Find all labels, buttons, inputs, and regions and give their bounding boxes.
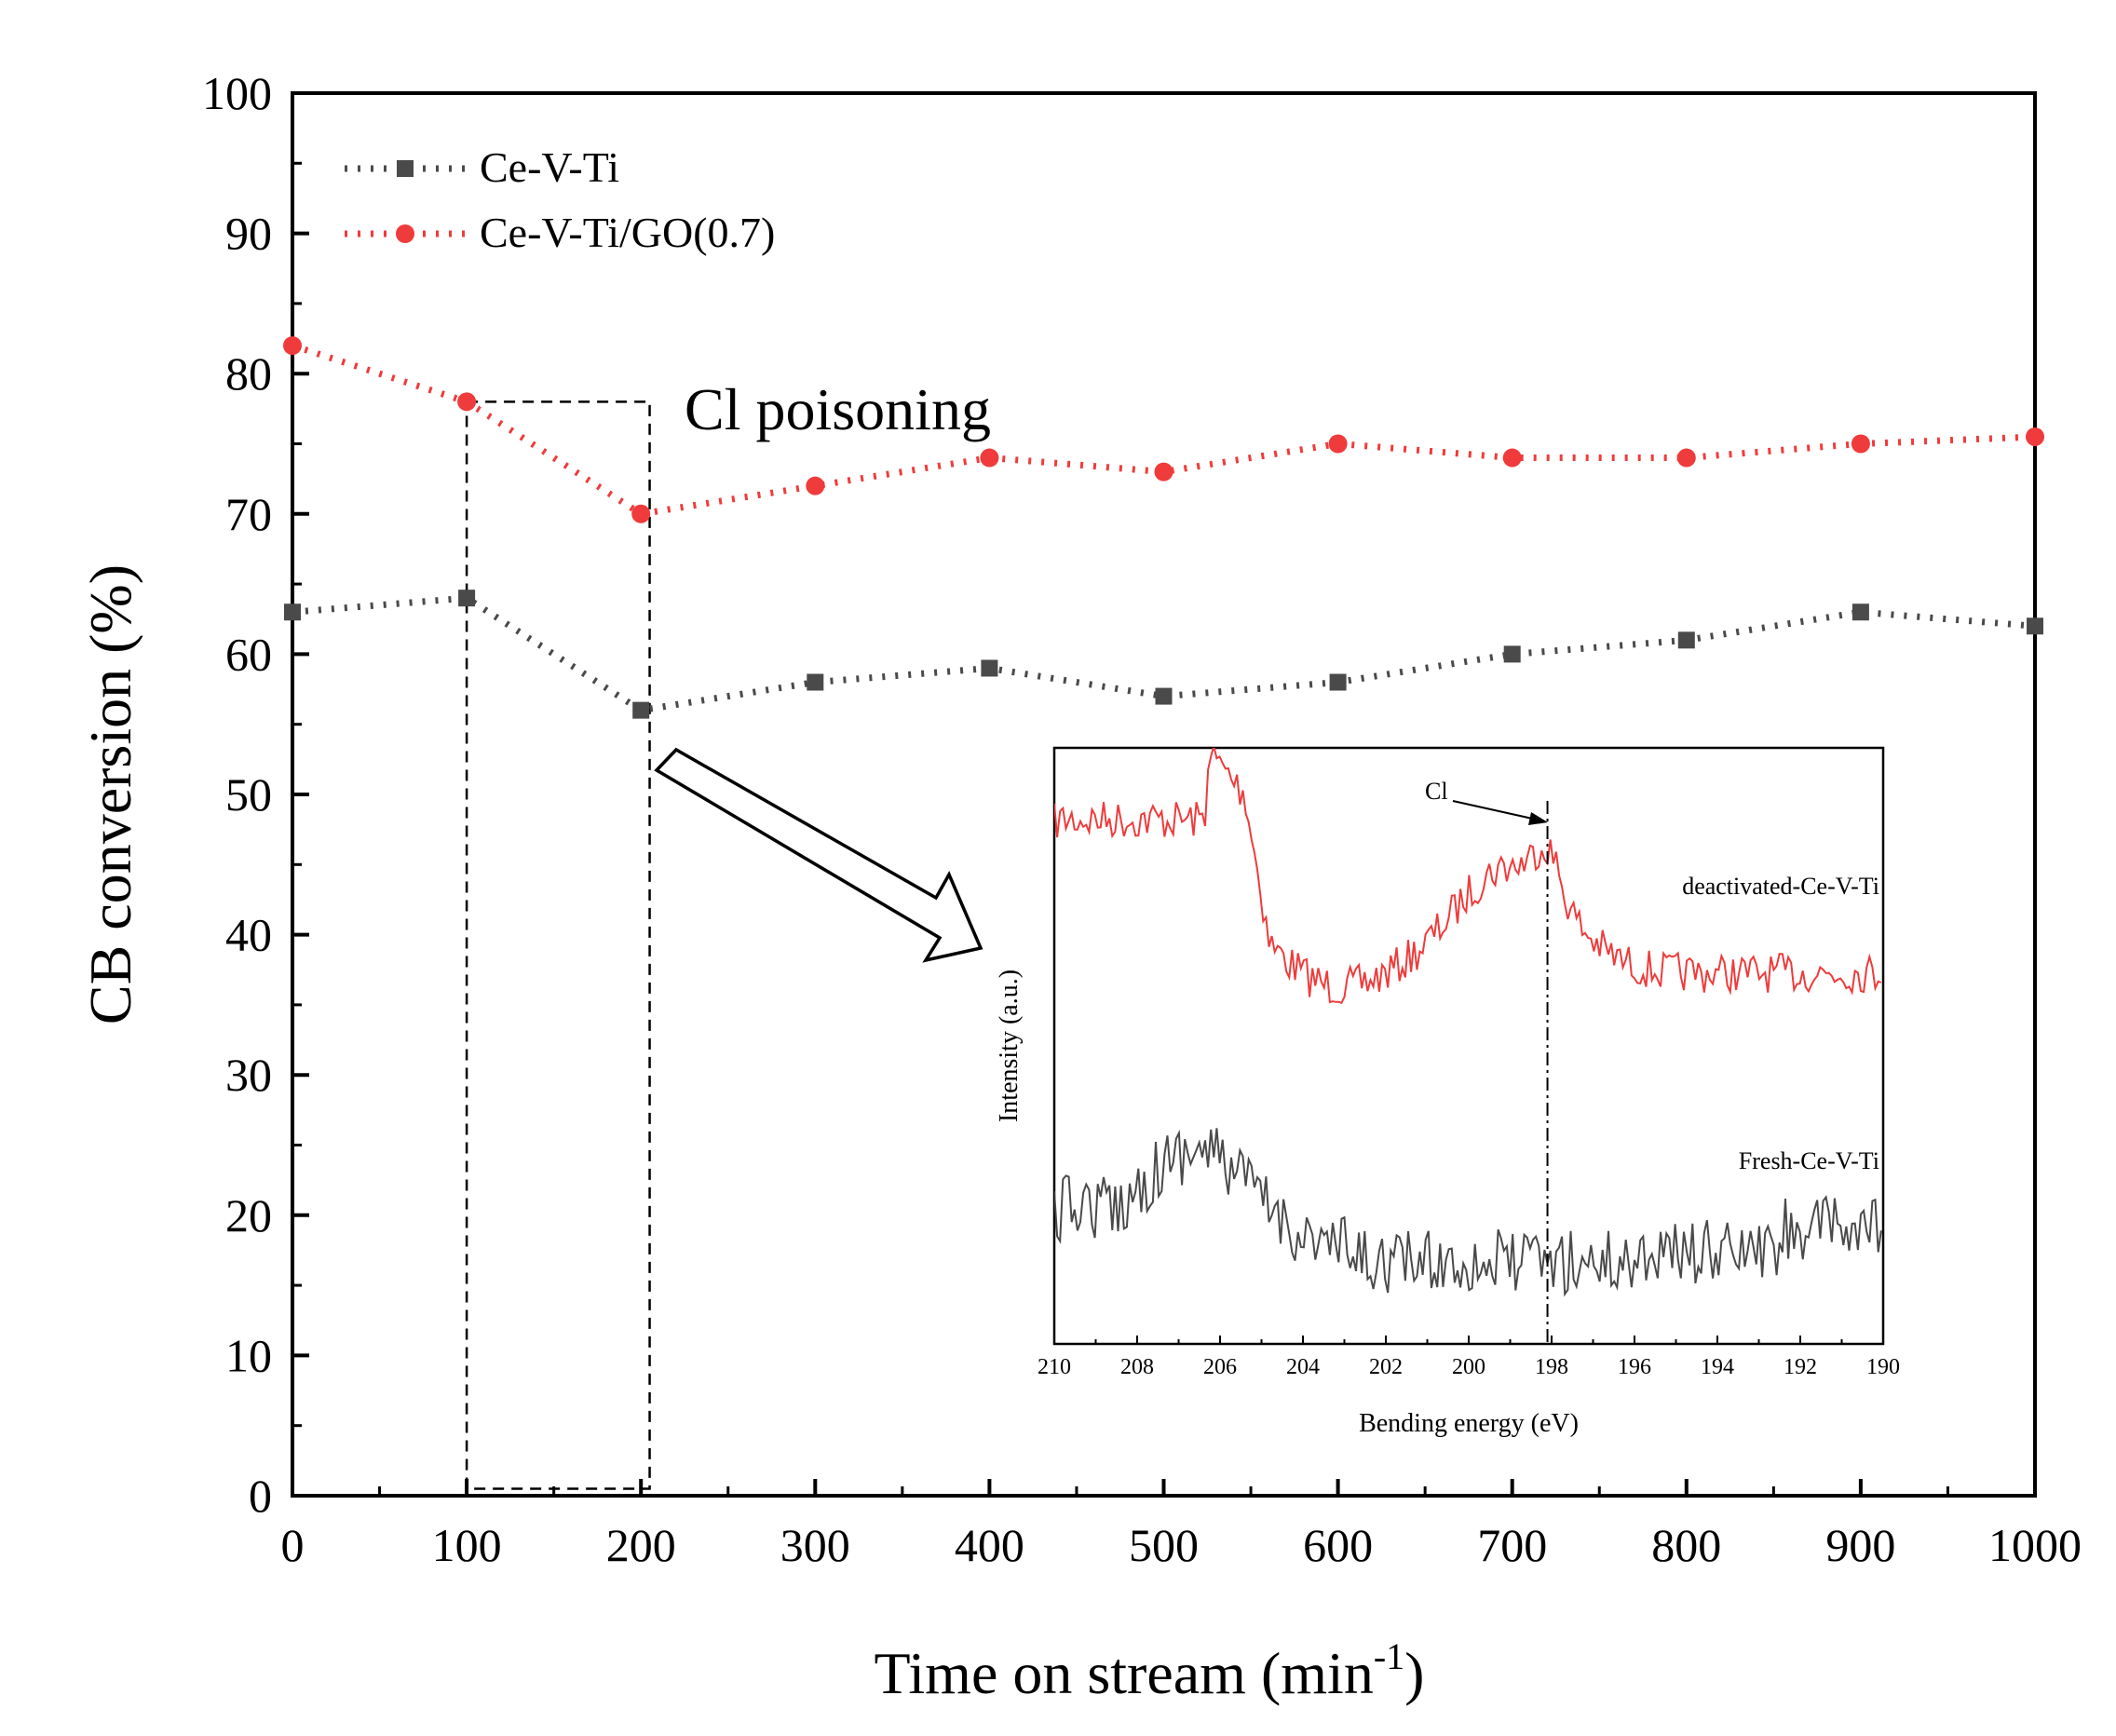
point-ce-v-ti	[1329, 673, 1347, 691]
inset-x-tick-label: 204	[1286, 1355, 1320, 1379]
x-tick-label: 400	[955, 1519, 1024, 1571]
cl-poisoning-box	[465, 400, 651, 1490]
legend-label-ce-v-ti-go: Ce-V-Ti/GO(0.7)	[480, 209, 775, 256]
inset-x-tick-label: 190	[1866, 1355, 1900, 1379]
inset-x-tick-label: 206	[1203, 1355, 1237, 1379]
x-tick-label: 0	[281, 1519, 305, 1571]
series-layer	[283, 336, 2044, 719]
cl-peak-pointer	[1452, 800, 1538, 821]
point-ce-v-ti-go	[283, 336, 302, 356]
inset-frame	[1052, 746, 1885, 1346]
x-tick-label: 800	[1651, 1519, 1721, 1571]
inset-series-label-fresh: Fresh-Ce-V-Ti	[1739, 1147, 1879, 1174]
point-ce-v-ti-go	[457, 392, 477, 412]
cl-poisoning-label-bg	[671, 373, 1062, 436]
point-ce-v-ti-go	[1851, 434, 1870, 454]
inset-x-tick-label: 210	[1038, 1355, 1071, 1379]
point-ce-v-ti	[1852, 604, 1869, 621]
inset-y-axis-label: Intensity (a.u.)	[995, 970, 1024, 1122]
inset-x-tick-label: 202	[1369, 1355, 1403, 1379]
y-tick-label: 0	[249, 1470, 272, 1522]
spectrum-deactivated-line	[1054, 748, 1882, 1005]
spectrum-fresh-line	[1054, 1128, 1882, 1297]
y-tick-label: 10	[225, 1329, 272, 1381]
point-ce-v-ti	[284, 604, 301, 621]
y-tick-label: 100	[202, 67, 272, 119]
x-tick-label: 300	[780, 1519, 850, 1571]
legend-entry-ce-v-ti: Ce-V-Ti	[345, 143, 619, 191]
cl-peak-label: Cl	[1425, 778, 1448, 805]
main-x-axis: 0 100 200 300 400 500 600 700 800 900 1000	[281, 1479, 2082, 1571]
inset-x-tick-label: 200	[1452, 1355, 1485, 1379]
inset-x-tick-label: 198	[1535, 1355, 1568, 1379]
x-tick-label: 100	[432, 1519, 502, 1571]
inset-x-axis-label: Bending energy (eV)	[1359, 1409, 1579, 1438]
x-tick-label: 700	[1477, 1519, 1547, 1571]
point-ce-v-ti-go	[1154, 462, 1173, 481]
legend-marker-ce-v-ti-go	[396, 224, 414, 243]
x-tick-label: 200	[606, 1519, 676, 1571]
point-ce-v-ti	[807, 673, 824, 691]
y-tick-label: 40	[225, 909, 272, 961]
inset-x-tick-label: 194	[1701, 1355, 1734, 1379]
legend-label-ce-v-ti: Ce-V-Ti	[480, 143, 619, 191]
main-y-axis-label: CB conversion (%)	[77, 564, 143, 1024]
legend: Ce-V-Ti Ce-V-Ti/GO(0.7)	[345, 143, 775, 256]
inset-x-tick-label: 192	[1784, 1355, 1817, 1379]
point-ce-v-ti	[458, 590, 476, 607]
y-tick-label: 70	[225, 488, 272, 540]
series-line-ce-v-ti-go	[291, 342, 2036, 518]
y-tick-label: 90	[225, 208, 272, 260]
inset-series-label-deactivated: deactivated-Ce-V-Ti	[1682, 873, 1879, 900]
y-tick-label: 50	[225, 768, 272, 821]
x-tick-label: 1000	[1988, 1519, 2082, 1571]
y-tick-label: 80	[225, 347, 272, 400]
point-ce-v-ti-go	[631, 504, 651, 523]
main-y-axis: 0 10 20 30 40 50 60 70 80 90 100	[202, 67, 309, 1522]
point-ce-v-ti	[981, 659, 998, 677]
legend-marker-ce-v-ti	[397, 160, 414, 177]
y-tick-label: 20	[225, 1189, 272, 1241]
point-ce-v-ti-go	[806, 476, 825, 495]
inset-x-tick-label: 196	[1618, 1355, 1651, 1379]
cl-peak-pointer-head	[1528, 812, 1548, 825]
cl-poisoning-label: Cl poisoning	[685, 376, 991, 442]
y-tick-label: 30	[225, 1049, 272, 1101]
point-ce-v-ti-go	[1502, 448, 1522, 468]
point-ce-v-ti	[1677, 631, 1695, 649]
point-ce-v-ti	[1155, 687, 1173, 705]
point-ce-v-ti-go	[1328, 434, 1348, 454]
point-ce-v-ti-go	[2026, 427, 2044, 446]
point-ce-v-ti	[632, 701, 650, 719]
legend-entry-ce-v-ti-go: Ce-V-Ti/GO(0.7)	[345, 209, 775, 256]
x-tick-label: 600	[1303, 1519, 1373, 1571]
series-line-ce-v-ti	[292, 594, 2036, 714]
inset-x-axis: 210 208 206 204 202 200 198 196 194 192 190	[1038, 1336, 1900, 1379]
point-ce-v-ti-go	[1676, 448, 1696, 468]
point-ce-v-ti	[1503, 645, 1521, 663]
x-tick-label: 500	[1129, 1519, 1199, 1571]
point-ce-v-ti-go	[980, 448, 999, 468]
pointer-arrow-outline	[654, 747, 983, 963]
x-tick-label: 900	[1825, 1519, 1895, 1571]
point-ce-v-ti	[2027, 617, 2043, 635]
y-tick-label: 60	[225, 628, 272, 680]
main-x-axis-label: Time on stream (min-1)	[875, 1635, 1425, 1706]
inset-x-tick-label: 208	[1120, 1355, 1154, 1379]
